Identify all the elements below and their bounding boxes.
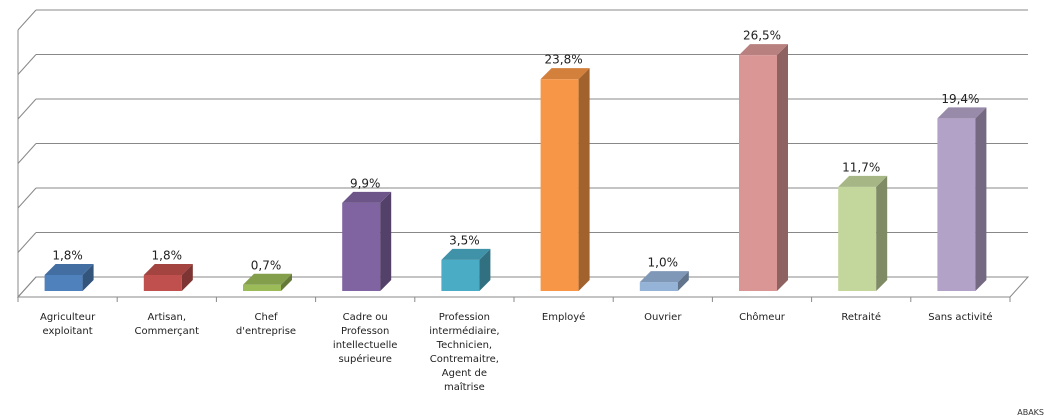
grid-line-side — [17, 276, 37, 298]
value-label: 23,8% — [545, 53, 583, 67]
bar-face — [143, 263, 193, 275]
value-label: 1,8% — [152, 248, 183, 262]
x-tick-label: Cadre ou Professon intellectuelle supéri… — [332, 312, 398, 365]
bar-face — [876, 175, 888, 291]
bar-face — [342, 191, 392, 203]
bar-face — [937, 107, 987, 119]
bar-face — [441, 259, 480, 291]
bar-face — [243, 284, 281, 291]
bar-face — [44, 274, 83, 291]
x-tick-label: Sans activité — [928, 312, 993, 323]
x-tick-label: Artisan, Commerçant — [134, 312, 200, 337]
bar-face — [479, 248, 491, 291]
x-tick-label: Retraité — [841, 312, 882, 323]
bar — [44, 263, 94, 291]
value-label: 1,0% — [648, 256, 679, 270]
value-label: 26,5% — [743, 29, 781, 43]
bar — [243, 273, 292, 291]
bar-face — [540, 68, 590, 80]
grid-line-side — [17, 9, 37, 31]
grid-line-side — [17, 187, 37, 209]
bar — [639, 271, 689, 291]
watermark: ABAKS — [1017, 408, 1044, 417]
grid-line-side — [17, 54, 37, 75]
bar-face — [181, 263, 193, 291]
bar-face — [639, 282, 678, 291]
bar-face — [975, 107, 987, 291]
bar-face — [739, 55, 777, 292]
x-tick-label: Chef d'entreprise — [235, 312, 297, 337]
grid-line-side — [17, 98, 37, 120]
x-tick-label: Employé — [541, 312, 586, 323]
bar — [143, 263, 193, 291]
bar-face — [677, 271, 689, 291]
value-label: 1,8% — [52, 248, 83, 262]
bar — [937, 107, 987, 291]
bar-face — [380, 191, 392, 291]
grid-line-side — [17, 143, 37, 164]
bar-face — [342, 202, 381, 291]
bar-face — [578, 68, 590, 292]
bar-face — [82, 263, 94, 291]
bar-face — [281, 273, 292, 291]
bar — [540, 68, 590, 292]
x-tick-label: Agriculteur exploitant — [39, 312, 96, 337]
bar-face — [540, 79, 579, 292]
value-label: 9,9% — [350, 176, 381, 190]
bar-face — [639, 271, 689, 283]
x-tick-label: Profession intermédiaire, Technicien, Co… — [429, 312, 500, 393]
value-label: 19,4% — [941, 92, 979, 106]
value-label: 3,5% — [449, 233, 480, 247]
bar-face — [838, 175, 888, 187]
bar-face — [937, 118, 976, 291]
bar-face — [838, 186, 877, 291]
bar — [838, 175, 888, 291]
bar-face — [441, 248, 491, 260]
grid-line-side — [17, 232, 37, 253]
bar — [342, 191, 392, 291]
bar-face — [44, 263, 94, 275]
bar-face — [739, 44, 788, 56]
value-label: 11,7% — [842, 160, 880, 174]
x-tick-label: Ouvrier — [644, 312, 682, 323]
bar-face — [143, 274, 182, 291]
bar — [441, 248, 491, 291]
value-label: 0,7% — [251, 258, 282, 272]
bar — [739, 44, 788, 292]
x-tick-label: Chômeur — [739, 312, 785, 323]
bar-face — [777, 44, 788, 292]
bar-face — [243, 273, 292, 285]
